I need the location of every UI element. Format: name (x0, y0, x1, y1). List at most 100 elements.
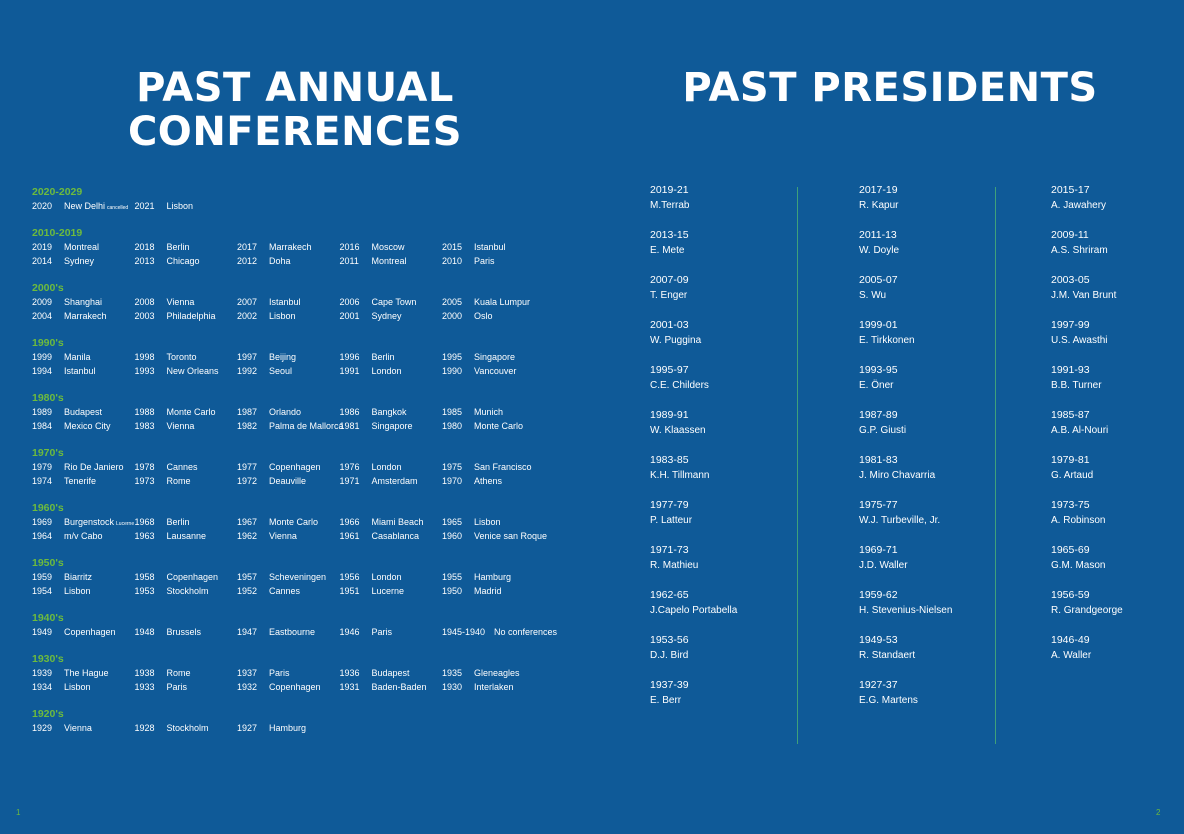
conference-entry: 1983 Vienna (135, 419, 238, 433)
conference-city-name: San Francisco (474, 462, 532, 472)
president-name: J.Capelo Portabella (650, 605, 738, 616)
presidents-column: 2017-19 R. Kapur 2011-13 W. Doyle 2005-07 S. … (859, 183, 952, 723)
conference-city-name: Sydney (64, 256, 95, 266)
conference-city-name: Lausanne (166, 531, 207, 541)
conference-entry: 1988 Monte Carlo (135, 405, 238, 419)
conference-city: Interlaken (474, 680, 514, 694)
president-entry: 1985-87 A.B. Al-Nouri (1051, 408, 1123, 453)
conference-year: 2011 (339, 256, 359, 266)
conference-year: 1977 (237, 462, 258, 472)
conference-city: New Orleans (167, 364, 219, 378)
conference-year: 1989 (32, 407, 53, 417)
conference-year: 1928 (134, 723, 155, 733)
president-entry: 1956-59 R. Grandgeorge (1051, 588, 1123, 633)
conference-city: Paris (167, 680, 188, 694)
conference-year: 2008 (134, 297, 155, 307)
conference-city: Chicago (167, 254, 200, 268)
conference-city: Sydney (372, 309, 402, 323)
president-entry: 2009-11 A.S. Shriram (1051, 228, 1123, 273)
conference-entry: 2016 Moscow (340, 240, 443, 254)
conference-city: Sydney (64, 254, 94, 268)
conference-city: Montreal (372, 254, 407, 268)
conference-city-name: London (371, 366, 402, 376)
conference-city: Toronto (167, 350, 197, 364)
conference-city: Philadelphia (167, 309, 216, 323)
president-entry: 1946-49 A. Waller (1051, 633, 1123, 678)
conference-entry: 1966 Miami Beach (340, 515, 443, 529)
conference-year: 1969 (32, 517, 53, 527)
conference-city-name: Vienna (166, 421, 195, 431)
conference-city: Mexico City (64, 419, 111, 433)
conference-year: 1983 (134, 421, 155, 431)
conference-city: Bangkok (372, 405, 407, 419)
conference-city: Vienna (167, 295, 195, 309)
conference-city: Cannes (167, 460, 198, 474)
conference-city-name: Casablanca (371, 531, 420, 541)
conference-year: 2012 (237, 256, 258, 266)
conference-city-name: Copenhagen (64, 627, 116, 637)
president-term: 1997-99 (1051, 319, 1090, 331)
conference-city: Vienna (269, 529, 297, 543)
decade-label: 1930's (32, 653, 64, 665)
conference-city-name: Singapore (474, 352, 516, 362)
conference-entry: 2018 Berlin (135, 240, 238, 254)
conference-city-name: Hamburg (474, 572, 512, 582)
conference-entry: 1956 London (340, 570, 443, 584)
president-term: 1956-59 (1051, 589, 1090, 601)
conference-city: Berlin (372, 350, 395, 364)
decade-label: 1980's (32, 392, 64, 404)
conference-entry: 1933 Paris (135, 680, 238, 694)
conference-city-name: Shanghai (64, 297, 103, 307)
conference-year: 1930 (442, 682, 463, 692)
president-entry: 1962-65 J.Capelo Portabella (650, 588, 737, 633)
conference-entry: 1963 Lausanne (135, 529, 238, 543)
conference-city-name: Brussels (166, 627, 202, 637)
president-name: G.P. Giusti (859, 425, 907, 436)
conference-city-name: Orlando (269, 407, 302, 417)
president-name: W. Puggina (650, 335, 702, 346)
conference-row: 1954 Lisbon 1953 Stockholm 1952 Cannes 1951 Luc… (32, 584, 612, 598)
conference-city: Baden-Baden (372, 680, 427, 694)
conference-entry: 2011 Montreal (340, 254, 443, 268)
conference-year: 1979 (32, 462, 53, 472)
conference-year: 1950 (442, 586, 463, 596)
conference-city: Lisbon (64, 680, 91, 694)
conference-entry: 1928 Stockholm (135, 721, 238, 735)
conference-entry: 1972 Deauville (237, 474, 340, 488)
conference-year: 1971 (339, 476, 360, 486)
conference-entry: 2007 Istanbul (237, 295, 340, 309)
conference-entry: 1959 Biarritz (32, 570, 135, 584)
conference-year: 1935 (442, 668, 463, 678)
president-entry: 1999-01 E. Tirkkonen (859, 318, 952, 363)
conference-city-name: Biarritz (64, 572, 93, 582)
conference-row: 1949 Copenhagen 1948 Brussels 1947 Eastbourne… (32, 625, 612, 639)
president-entry: 1989-91 W. Klaassen (650, 408, 737, 453)
president-name: S. Wu (859, 290, 887, 301)
president-entry: 2007-09 T. Enger (650, 273, 737, 318)
conference-row: 1974 Tenerife 1973 Rome 1972 Deauville 1971 Ams… (32, 474, 612, 488)
president-name: A. Robinson (1051, 515, 1106, 526)
conference-city-name: Vancouver (474, 366, 517, 376)
president-entry: 2013-15 E. Mete (650, 228, 737, 273)
conference-entry: 1979 Rio De Janiero (32, 460, 135, 474)
conference-city-name: m/v Cabo (64, 531, 103, 541)
conference-city: Marrakech (269, 240, 312, 254)
conference-city-name: Athens (474, 476, 503, 486)
conference-city: Montreal (64, 240, 99, 254)
conference-entry: 1986 Bangkok (340, 405, 443, 419)
conference-row: 1989 Budapest 1988 Monte Carlo 1987 Orlando 19… (32, 405, 612, 419)
conference-entry: 1967 Monte Carlo (237, 515, 340, 529)
page-number-left: 1 (16, 808, 21, 817)
conference-city-name: Gleneagles (474, 668, 520, 678)
conference-entry: 2013 Chicago (135, 254, 238, 268)
conference-year: 1968 (134, 517, 155, 527)
president-name: B.B. Turner (1051, 380, 1102, 391)
decade-label: 1920's (32, 708, 64, 720)
decade-group: 2010-2019 2019 Montreal 2018 Berlin 2017 Marra… (32, 226, 612, 268)
conference-entry: 1991 London (340, 364, 443, 378)
president-term: 2017-19 (859, 184, 898, 196)
conference-year: 2004 (32, 311, 53, 321)
conference-entry: 1946 Paris (340, 625, 443, 639)
conference-city-name: Seoul (269, 366, 293, 376)
conference-city: Lisbon (167, 199, 194, 213)
